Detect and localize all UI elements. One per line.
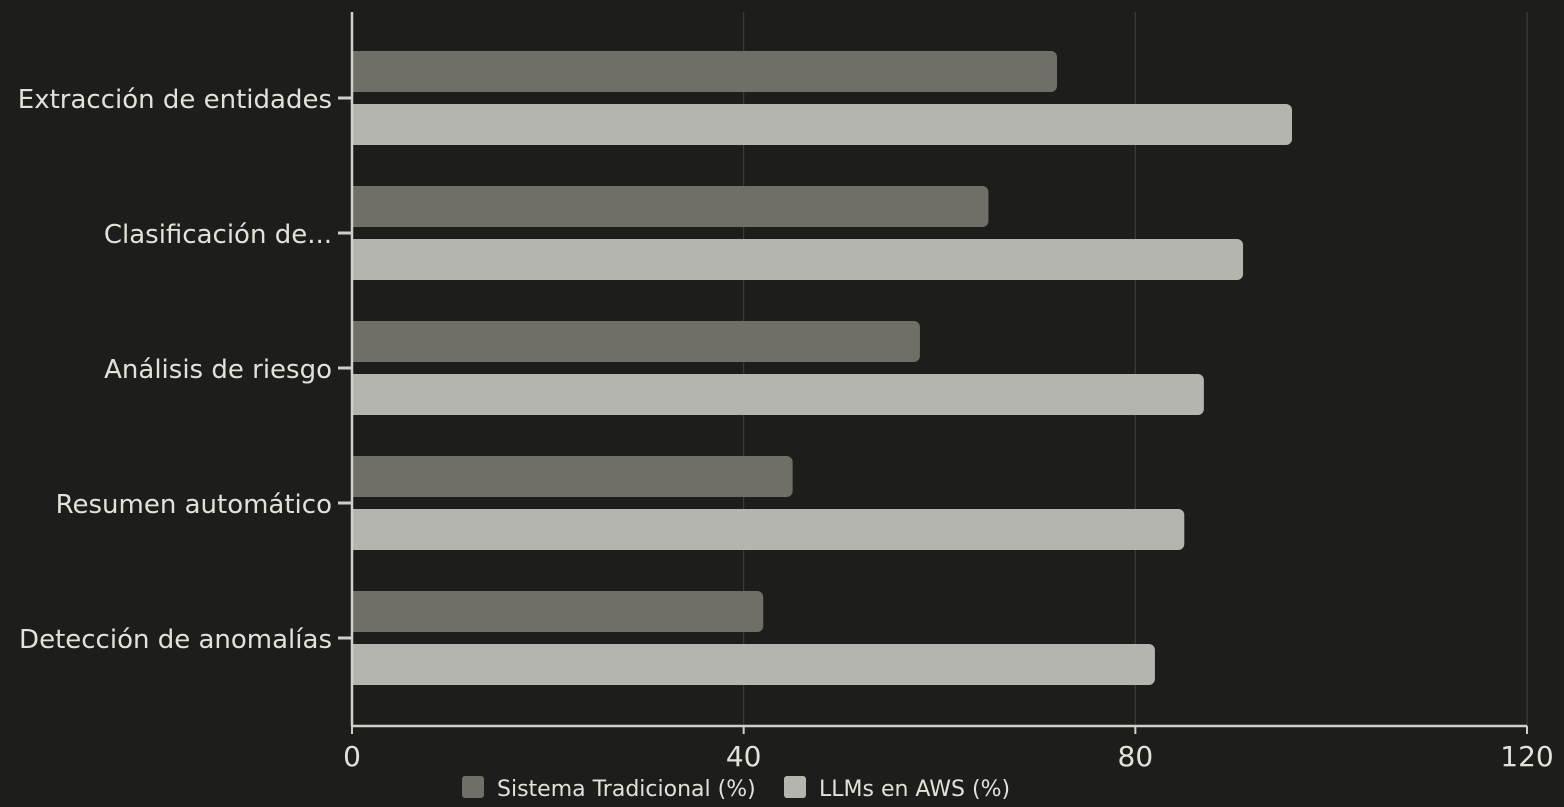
- legend-label: Sistema Tradicional (%): [497, 777, 756, 802]
- bar-left-edge: [353, 51, 361, 92]
- x-tick-labels: 0 40 80 120: [343, 740, 1554, 773]
- axes: [338, 12, 1528, 734]
- bar-left-edge: [353, 509, 361, 550]
- legend-swatch: [784, 776, 806, 798]
- x-tick-label: 120: [1500, 740, 1553, 773]
- category-labels: Extracción de entidades Clasificación de.…: [18, 85, 332, 655]
- bar: [353, 239, 1244, 280]
- category-label: Extracción de entidades: [18, 85, 332, 115]
- bar: [353, 644, 1155, 685]
- legend: Sistema Tradicional (%) LLMs en AWS (%): [462, 776, 1010, 802]
- bar-left-edge: [353, 104, 361, 145]
- category-label: Detección de anomalías: [19, 625, 332, 655]
- bars: [353, 51, 1292, 685]
- bar-left-edge: [353, 186, 361, 227]
- category-label: Análisis de riesgo: [104, 355, 332, 385]
- bar-left-edge: [353, 374, 361, 415]
- bar: [353, 591, 764, 632]
- bar: [353, 374, 1204, 415]
- bar: [353, 51, 1057, 92]
- bar: [353, 456, 793, 497]
- bar-left-edge: [353, 644, 361, 685]
- bar: [353, 104, 1292, 145]
- bar-left-edge: [353, 321, 361, 362]
- bar-left-edge: [353, 456, 361, 497]
- bar: [353, 509, 1185, 550]
- bar: [353, 321, 920, 362]
- x-tick-label: 0: [343, 740, 361, 773]
- x-tick-label: 40: [726, 740, 762, 773]
- category-label: Resumen automático: [56, 490, 332, 520]
- bar-left-edge: [353, 239, 361, 280]
- bar-left-edge: [353, 591, 361, 632]
- bar: [353, 186, 989, 227]
- legend-swatch: [462, 776, 484, 798]
- legend-label: LLMs en AWS (%): [819, 777, 1010, 802]
- x-tick-label: 80: [1118, 740, 1154, 773]
- category-label: Clasificación de...: [104, 220, 332, 250]
